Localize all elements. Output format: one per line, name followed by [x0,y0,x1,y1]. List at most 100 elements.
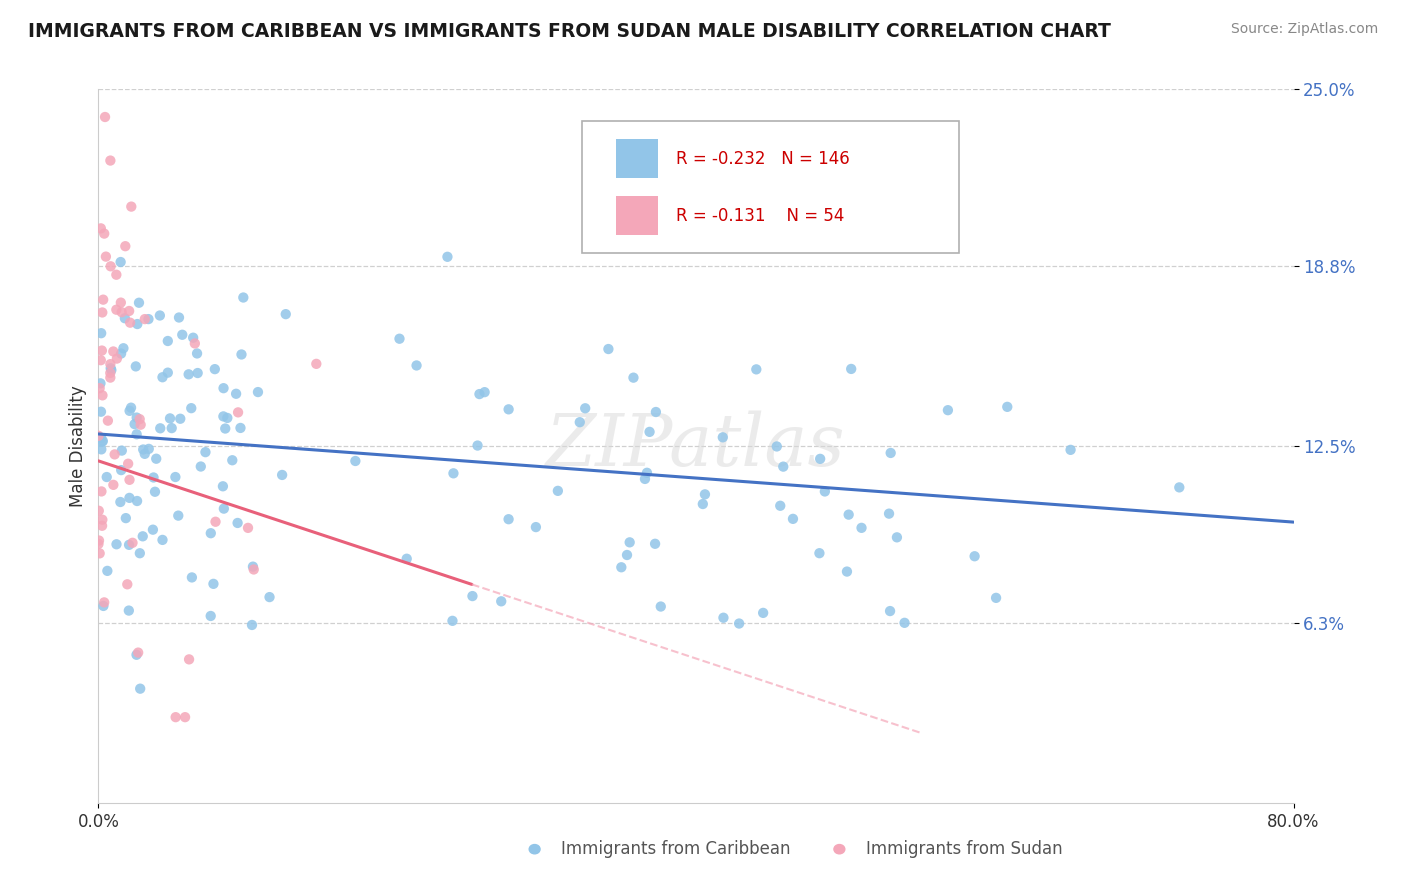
Text: R = -0.131    N = 54: R = -0.131 N = 54 [676,207,844,225]
Point [100,361,122,376]
Point [125,359,148,374]
Point [984,591,1007,605]
Point [782,512,804,526]
Point [93,595,115,609]
Point [103,344,125,359]
Point [87,533,110,548]
Point [89,376,111,391]
Point [226,516,249,530]
Point [90,353,112,368]
Point [118,404,141,418]
Point [461,589,484,603]
Point [886,530,908,544]
Point [89,546,111,560]
Point [879,446,901,460]
Point [94,250,117,264]
Point [90,484,112,499]
Point [212,381,235,395]
Point [489,594,512,608]
Point [242,562,264,576]
Point [225,386,247,401]
Point [344,454,367,468]
Point [117,577,139,591]
Point [231,347,253,361]
Point [91,305,114,319]
Point [125,427,148,442]
Point [134,447,156,461]
Point [118,604,141,618]
Text: Immigrants from Caribbean: Immigrants from Caribbean [561,840,790,858]
Point [91,388,114,402]
Text: Source: ZipAtlas.com: Source: ZipAtlas.com [1230,22,1378,37]
Point [808,546,831,560]
Point [221,453,243,467]
Point [619,535,641,549]
Point [90,442,112,457]
Point [114,239,136,253]
Point [242,559,264,574]
Point [200,609,222,624]
Point [169,411,191,425]
Point [143,484,166,499]
Point [246,385,269,400]
Text: ZIPatlas: ZIPatlas [546,410,846,482]
Point [524,520,547,534]
Point [100,363,122,377]
Point [105,537,128,551]
Point [650,599,672,614]
Point [90,431,112,445]
Point [138,442,160,456]
Point [443,467,465,481]
Point [132,529,155,543]
Point [117,457,139,471]
Point [177,652,200,666]
Point [214,421,236,435]
Point [181,331,204,345]
Point [568,415,591,429]
Point [91,518,114,533]
Y-axis label: Male Disability: Male Disability [69,385,87,507]
Point [644,405,666,419]
Point [634,472,657,486]
Point [96,564,118,578]
Point [610,560,633,574]
Point [91,434,114,449]
Point [98,153,122,168]
Text: Immigrants from Sudan: Immigrants from Sudan [866,840,1063,858]
Point [963,549,986,564]
Point [187,366,209,380]
Point [851,521,873,535]
Point [1059,442,1081,457]
Point [202,577,225,591]
Point [120,401,142,415]
Point [93,599,115,613]
Text: IMMIGRANTS FROM CARIBBEAN VS IMMIGRANTS FROM SUDAN MALE DISABILITY CORRELATION C: IMMIGRANTS FROM CARIBBEAN VS IMMIGRANTS … [28,22,1111,41]
Point [105,268,128,282]
Point [305,357,328,371]
Point [110,295,132,310]
Point [97,414,120,428]
Point [98,366,121,380]
Point [142,523,165,537]
Point [838,508,860,522]
Point [91,513,114,527]
Point [124,417,146,431]
Point [194,445,217,459]
Point [877,507,900,521]
Point [879,604,901,618]
Point [1168,480,1191,494]
Point [90,343,112,358]
Point [96,470,118,484]
Point [100,260,122,274]
Point [839,362,862,376]
Point [274,307,297,321]
Point [160,421,183,435]
Point [118,491,141,505]
Point [184,336,207,351]
Point [636,466,658,480]
Point [204,515,226,529]
Point [638,425,661,439]
Point [395,551,418,566]
Point [180,570,202,584]
Point [405,359,427,373]
